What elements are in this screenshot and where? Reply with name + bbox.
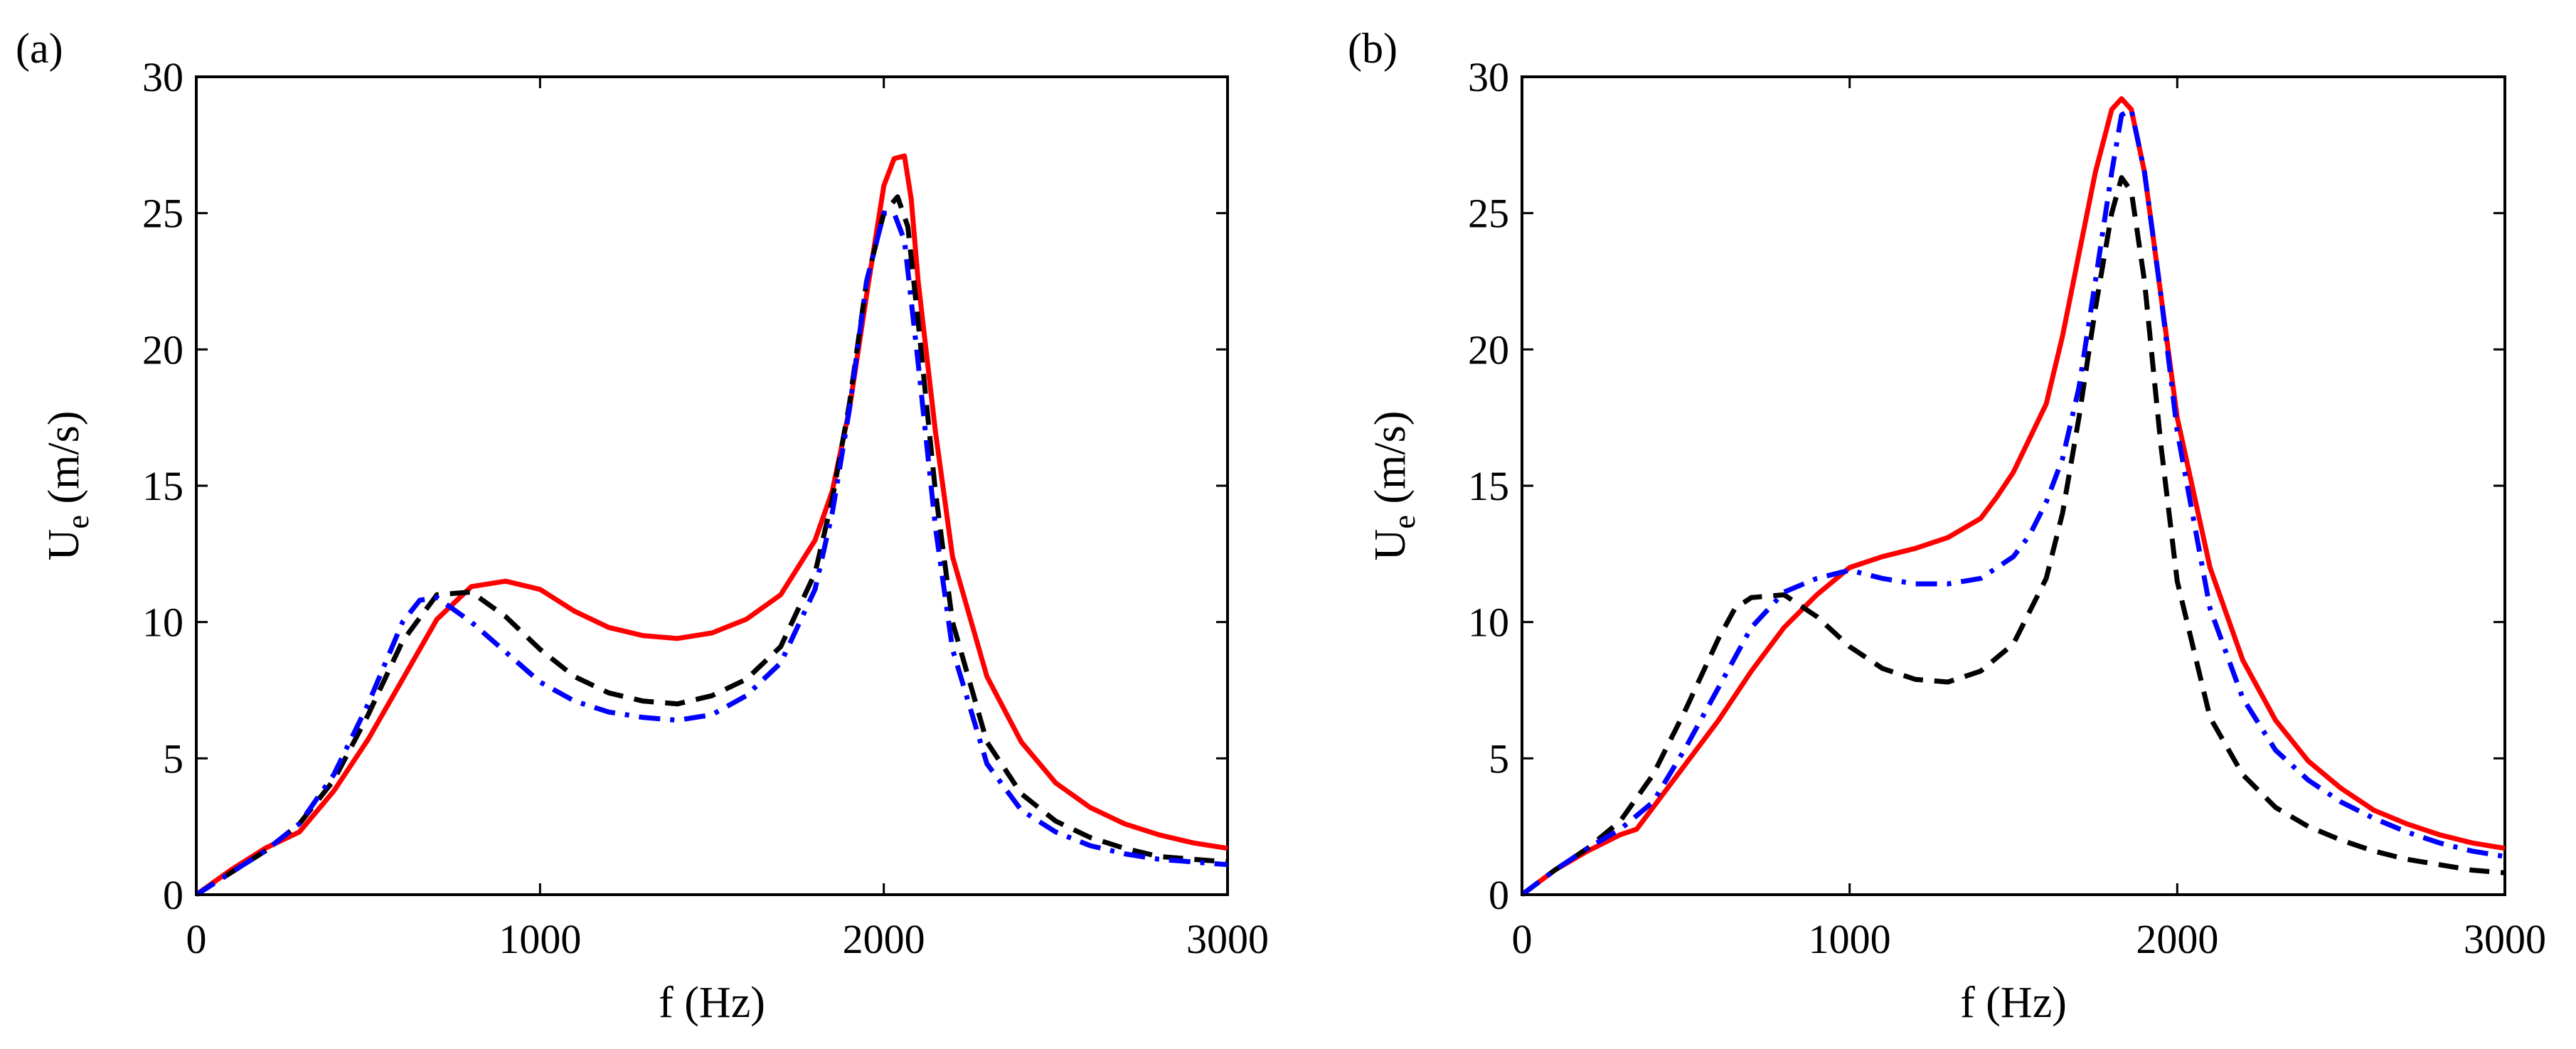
panel-b-series-dashed-black (1520, 175, 2506, 897)
panel-b-series-layer (1520, 96, 2506, 897)
panel-b-ytick-label: 0 (1489, 872, 1509, 918)
panel-a-x-axis-label: f (Hz) (659, 979, 765, 1027)
panel-b-ytick-label: 30 (1468, 54, 1509, 100)
panel-b-ylabel-main: U (1366, 529, 1415, 561)
panel-a-label: (a) (16, 25, 63, 72)
panel-b-ytick-label: 5 (1489, 735, 1509, 782)
panel-b-ytick-label: 25 (1468, 191, 1509, 237)
panel-a-series-dashed-black (195, 194, 1228, 897)
panel-a-xtick-label: 1000 (499, 916, 581, 962)
panel-a-ylabel-sub: e (60, 515, 95, 529)
panel-a-xticks: 0 1000 2000 3000 (186, 77, 1269, 962)
panel-a-ylabel-unit: (m/s) (40, 411, 88, 504)
panel-b: (b) 0 1000 2000 3000 0 5 10 15 20 25 30 f (Hz) Ue… (1348, 25, 2546, 1027)
panel-b-ylabel-unit: (m/s) (1366, 411, 1415, 504)
panel-b-xtick-label: 1000 (1809, 916, 1891, 962)
panel-a-xtick-label: 0 (186, 916, 207, 962)
panel-b-ylabel-sub: e (1387, 515, 1422, 529)
panel-b-series-solid-red (1520, 96, 2506, 897)
panel-a-series-dashdot-blue (195, 211, 1228, 897)
panel-a-ylabel-main: U (40, 529, 88, 561)
panel-a-xtick-label: 2000 (843, 916, 925, 962)
panel-b-label: (b) (1348, 25, 1398, 72)
panel-a-series-solid-red (194, 153, 1228, 897)
panel-b-ytick-label: 10 (1468, 600, 1509, 646)
panel-a-ytick-label: 10 (142, 600, 183, 646)
panel-a-ytick-label: 20 (142, 326, 183, 373)
panel-b-xtick-label: 3000 (2464, 916, 2546, 962)
panel-a-ytick-label: 0 (163, 872, 183, 918)
panel-a-plot-frame (195, 75, 1229, 896)
panel-b-xtick-label: 2000 (2136, 916, 2218, 962)
panel-b-ylabel-unit-space (1366, 504, 1415, 516)
panel-b-ytick-label: 15 (1468, 463, 1509, 509)
panel-b-x-axis-label: f (Hz) (1960, 979, 2067, 1027)
panel-b-y-axis-label: Ue (m/s) (1366, 411, 1422, 561)
panel-a-ylabel-unit-space (40, 504, 88, 516)
panel-a-y-axis-label: Ue (m/s) (40, 411, 95, 561)
panel-b-xtick-label: 0 (1512, 916, 1533, 962)
panel-b-series-dashdot-blue (1520, 107, 2506, 897)
panel-a-xtick-label: 3000 (1186, 916, 1269, 962)
panel-a-ytick-label: 25 (142, 191, 183, 237)
panel-a-ytick-label: 15 (142, 463, 183, 509)
panel-a-ytick-label: 5 (163, 735, 183, 782)
panel-b-ytick-label: 20 (1468, 326, 1509, 373)
panel-a: (a) 0 1000 2000 3000 0 5 10 15 20 25 30 f (Hz) Ue… (16, 25, 1269, 1027)
panel-a-yticks: 0 5 10 15 20 25 30 (142, 54, 1228, 918)
panel-a-series-layer (194, 153, 1228, 897)
panel-b-xticks: 0 1000 2000 3000 (1512, 77, 2546, 962)
panel-a-ytick-label: 30 (142, 54, 183, 100)
panel-b-yticks: 0 5 10 15 20 25 30 (1468, 54, 2505, 918)
